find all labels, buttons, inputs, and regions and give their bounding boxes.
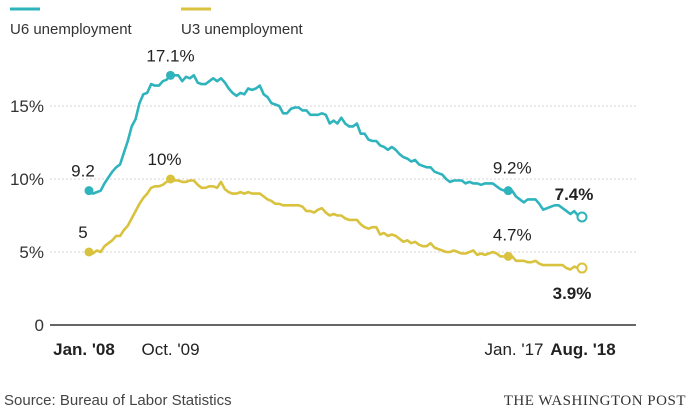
legend: U6 unemployment U3 unemployment <box>10 7 304 38</box>
legend-item-u3: U3 unemployment <box>181 7 304 38</box>
annotation-dot <box>503 186 513 196</box>
footer: Source: Bureau of Labor Statistics THE W… <box>4 392 686 409</box>
annotation-markers: 9.2 17.1% 9.2% 7.4% 5 10% 4.7% 3.9% <box>71 46 593 303</box>
publisher-credit: THE WASHINGTON POST <box>504 393 686 409</box>
gridlines <box>50 105 636 326</box>
annotation-dot <box>166 70 176 80</box>
annotation-label: 7.4% <box>555 185 594 204</box>
annotation-dot <box>84 247 94 257</box>
annotation-label: 10% <box>148 150 182 169</box>
y-axis-ticks: 15% 10% 5% 0 <box>10 97 44 335</box>
annotation-dot <box>84 186 94 196</box>
annotation-label: 4.7% <box>493 225 532 244</box>
x-tick-label: Aug. '18 <box>550 340 615 359</box>
x-tick-label: Jan. '08 <box>53 340 115 359</box>
legend-label-u3: U3 unemployment <box>181 21 304 38</box>
y-tick-label: 5% <box>19 243 44 262</box>
annotation-label: 5 <box>78 223 87 242</box>
source-note: Source: Bureau of Labor Statistics <box>4 392 232 409</box>
annotation-label: 9.2% <box>493 159 532 178</box>
y-tick-label: 15% <box>10 97 44 116</box>
annotation-label: 3.9% <box>553 284 592 303</box>
annotation-label: 9.2 <box>71 162 95 181</box>
annotation-dot <box>576 211 588 223</box>
legend-item-u6: U6 unemployment <box>10 7 133 38</box>
annotation-label: 17.1% <box>146 46 194 65</box>
series-line-u6 <box>87 74 584 219</box>
legend-label-u6: U6 unemployment <box>10 21 133 38</box>
x-axis-ticks: Jan. '08 Oct. '09 Jan. '17 Aug. '18 <box>53 340 616 359</box>
x-tick-label: Oct. '09 <box>141 340 199 359</box>
annotation-dot <box>503 251 513 261</box>
y-tick-label: 0 <box>35 316 44 335</box>
x-tick-label: Jan. '17 <box>484 340 543 359</box>
y-tick-label: 10% <box>10 170 44 189</box>
annotation-dot <box>576 262 588 274</box>
annotation-dot <box>166 174 176 184</box>
